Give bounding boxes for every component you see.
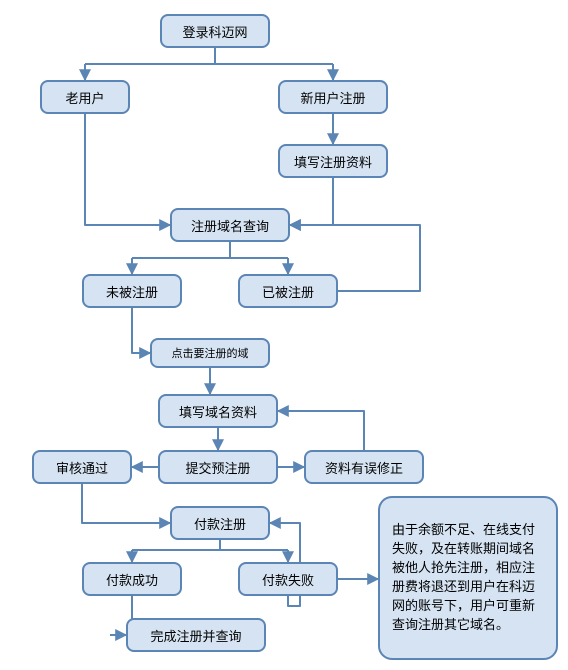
node-dom_query: 注册域名查询 xyxy=(170,208,290,242)
node-click_dom: 点击要注册的域 xyxy=(150,338,270,368)
edge-review-to-pay xyxy=(82,484,170,523)
node-label-click_dom: 点击要注册的域 xyxy=(172,345,249,361)
node-label-submit_pre: 提交预注册 xyxy=(185,458,250,477)
node-label-not_reg: 未被注册 xyxy=(106,282,158,301)
edge-fill-to-query xyxy=(290,178,333,225)
node-pay_ok: 付款成功 xyxy=(82,562,182,596)
node-label-done: 完成注册并查询 xyxy=(150,626,241,645)
node-label-review_ok: 审核通过 xyxy=(56,458,108,477)
node-label-fill_reg: 填写注册资料 xyxy=(294,152,372,171)
node-label-data_err: 资料有误修正 xyxy=(325,458,403,477)
node-pay_reg: 付款注册 xyxy=(170,506,270,540)
node-data_err: 资料有误修正 xyxy=(304,450,424,484)
node-label-login: 登录科迈网 xyxy=(182,22,247,41)
node-new_user: 新用户注册 xyxy=(278,80,388,114)
node-label-old_user: 老用户 xyxy=(65,88,104,107)
edge-notreg-to-click xyxy=(132,308,150,353)
node-label-is_reg: 已被注册 xyxy=(262,282,314,301)
node-label-pay_fail: 付款失败 xyxy=(262,570,314,589)
edge-old-to-query xyxy=(85,114,170,225)
node-pay_fail: 付款失败 xyxy=(238,562,338,596)
node-label-new_user: 新用户注册 xyxy=(300,88,365,107)
node-label-fill_dom: 填写域名资料 xyxy=(179,402,257,421)
edge-err-to-fill xyxy=(278,411,364,450)
node-fill_reg: 填写注册资料 xyxy=(278,144,388,178)
node-old_user: 老用户 xyxy=(40,80,130,114)
node-submit_pre: 提交预注册 xyxy=(158,450,278,484)
node-label-pay_ok: 付款成功 xyxy=(106,570,158,589)
node-label-dom_query: 注册域名查询 xyxy=(191,216,269,235)
node-label-pay_reg: 付款注册 xyxy=(194,514,246,533)
callout-note: 由于余额不足、在线支付失败，及在转账期间域名被他人抢先注册，相应注册费将退还到用… xyxy=(378,496,558,660)
node-is_reg: 已被注册 xyxy=(238,274,338,308)
node-review_ok: 审核通过 xyxy=(32,450,132,484)
node-not_reg: 未被注册 xyxy=(82,274,182,308)
node-fill_dom: 填写域名资料 xyxy=(158,394,278,428)
callout-text: 由于余额不足、在线支付失败，及在转账期间域名被他人抢先注册，相应注册费将退还到用… xyxy=(392,521,544,634)
node-login: 登录科迈网 xyxy=(160,14,270,48)
node-done: 完成注册并查询 xyxy=(126,618,266,652)
